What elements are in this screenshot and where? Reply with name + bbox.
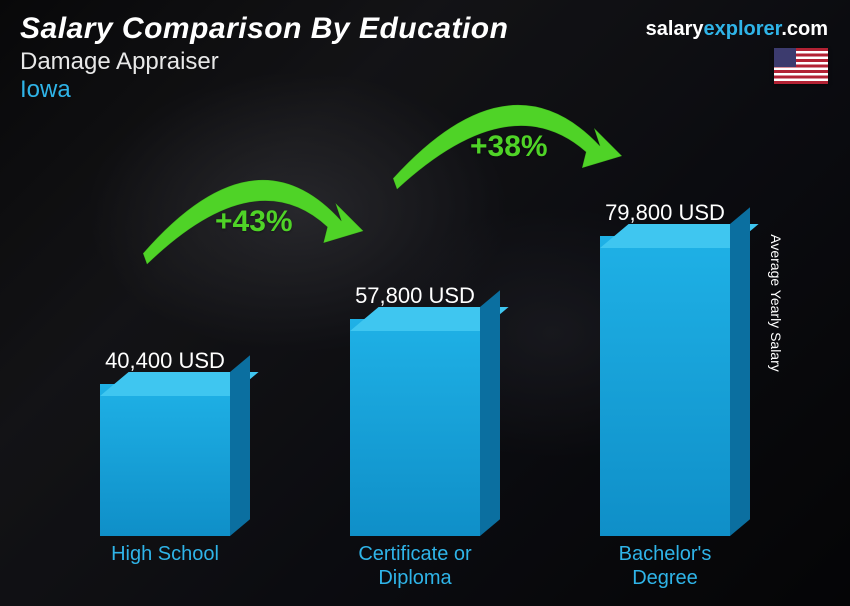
x-axis-label: Bachelor'sDegree (540, 536, 790, 586)
bar-value-label: 79,800 USD (605, 200, 725, 226)
chart-location: Iowa (20, 76, 830, 104)
brand-part2: explorer (703, 18, 781, 40)
bar-value-label: 57,800 USD (355, 283, 475, 309)
brand-part1: salary (646, 18, 704, 40)
bar: 79,800 USD (540, 200, 790, 536)
bar-chart: 40,400 USD 57,800 USD 79,800 USD High Scho… (40, 130, 790, 586)
country-flag-icon (774, 48, 828, 84)
bars-container: 40,400 USD 57,800 USD 79,800 USD (40, 130, 790, 536)
chart-subtitle: Damage Appraiser (20, 48, 830, 76)
x-axis-label: High School (40, 536, 290, 586)
bar-value-label: 40,400 USD (105, 348, 225, 374)
x-labels: High SchoolCertificate orDiplomaBachelor… (40, 536, 790, 586)
brand-logo: salaryexplorer.com (646, 18, 828, 41)
brand-part3: .com (781, 18, 828, 40)
x-axis-label: Certificate orDiploma (290, 536, 540, 586)
y-axis-label: Average Yearly Salary (767, 234, 783, 372)
bar: 57,800 USD (290, 283, 540, 536)
bar: 40,400 USD (40, 348, 290, 536)
